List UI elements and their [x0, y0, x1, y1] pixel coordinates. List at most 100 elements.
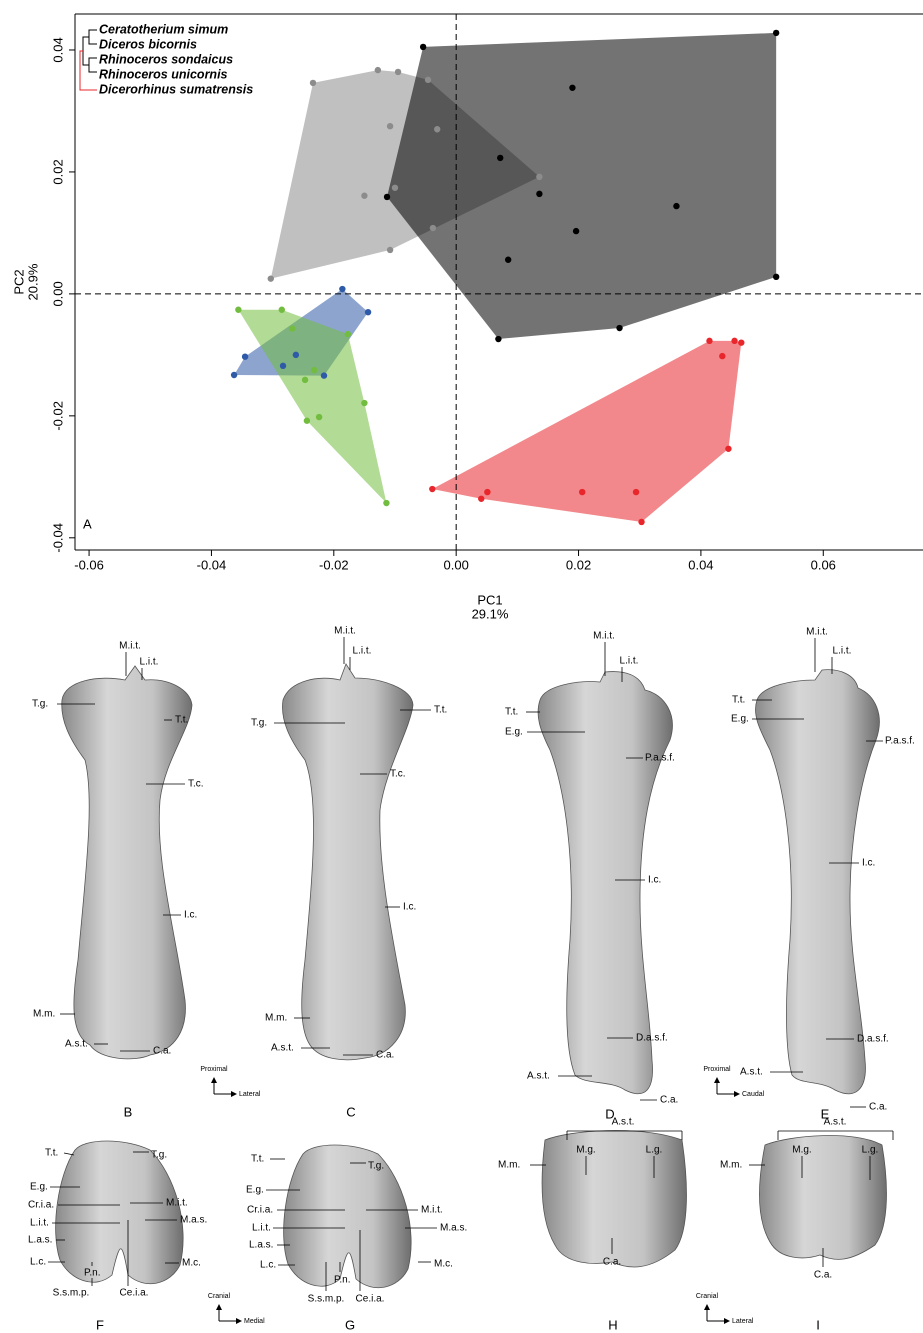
point — [230, 371, 238, 379]
anatomical-label: L.c. — [30, 1257, 46, 1268]
anatomical-label: L.i.t. — [252, 1223, 271, 1234]
point — [301, 376, 309, 384]
point — [311, 366, 318, 374]
bone-h — [541, 1130, 687, 1268]
anatomical-label: T.g. — [251, 718, 267, 729]
orientation-right: Lateral — [732, 1318, 754, 1325]
point — [235, 306, 242, 313]
orientation-up: Proximal — [200, 1066, 228, 1073]
point — [673, 202, 680, 210]
anatomical-label: P.n. — [84, 1268, 101, 1279]
point — [391, 184, 399, 191]
point — [320, 372, 328, 379]
panel-letter: G — [345, 1317, 355, 1332]
point — [394, 68, 402, 76]
anatomical-label: E.g. — [505, 727, 523, 738]
panel-letter: A — [83, 516, 92, 531]
hull — [387, 32, 777, 340]
legend-entry: Diceros bicornis — [99, 37, 197, 51]
y-axis-variance: 20.9% — [25, 263, 40, 300]
tree-branch — [88, 57, 97, 73]
anatomical-label: T.t. — [505, 707, 518, 718]
point — [497, 154, 504, 162]
legend-entry: Dicerorhinus sumatrensis — [99, 82, 253, 96]
anatomical-label: T.g. — [368, 1161, 384, 1172]
x-tick-label: -0.04 — [197, 557, 227, 572]
x-tick-label: -0.02 — [319, 557, 349, 572]
point — [572, 227, 580, 235]
orientation-up: Cranial — [208, 1293, 231, 1300]
tree-branch — [88, 29, 97, 45]
anatomical-label: T.t. — [175, 715, 188, 726]
anatomical-label: S.s.m.p. — [53, 1288, 90, 1299]
anatomical-label: T.t. — [732, 695, 745, 706]
orientation-up: Cranial — [696, 1293, 719, 1300]
point — [364, 308, 372, 316]
point — [638, 518, 645, 526]
point — [504, 256, 512, 263]
bone-images — [55, 663, 887, 1288]
point — [419, 43, 427, 51]
anatomical-label: M.m. — [720, 1160, 742, 1171]
anatomical-label: C.a. — [153, 1046, 171, 1057]
anatomical-label: C.a. — [869, 1102, 887, 1113]
x-tick-label: 0.00 — [444, 557, 469, 572]
anatomical-label: C.a. — [376, 1050, 394, 1061]
anatomical-label: L.i.t. — [833, 646, 852, 657]
anatomical-label: C.a. — [660, 1095, 678, 1106]
y-tick-label: 0.00 — [50, 281, 65, 306]
bone-f — [55, 1140, 184, 1284]
bone-i — [759, 1135, 887, 1260]
anatomical-label: P.a.s.f. — [885, 736, 915, 747]
point — [374, 66, 382, 74]
anatomical-label: M.i.t. — [421, 1205, 443, 1216]
anatomical-label: C.a. — [603, 1257, 621, 1268]
anatomical-label: M.i.t. — [166, 1198, 188, 1209]
panel-letter: I — [816, 1317, 820, 1332]
point — [241, 353, 249, 360]
anatomical-label: D.a.s.f. — [636, 1033, 668, 1044]
point — [279, 362, 287, 370]
x-tick-label: -0.06 — [74, 557, 104, 572]
y-axis-label: PC2 — [11, 269, 26, 294]
y-tick-label: -0.04 — [50, 523, 65, 553]
anatomical-label: C.a. — [814, 1270, 832, 1281]
anatomical-label: A.s.t. — [527, 1071, 550, 1082]
anatomical-label: L.i.t. — [140, 657, 159, 668]
point — [383, 499, 390, 507]
anatomical-label: T.t. — [434, 705, 447, 716]
x-tick-label: 0.04 — [688, 557, 713, 572]
anatomical-label: L.i.t. — [620, 656, 639, 667]
tree-branch — [79, 50, 97, 91]
point — [309, 79, 317, 87]
x-axis-label: PC1 — [477, 592, 502, 607]
anatomical-label: Cr.i.a. — [247, 1205, 273, 1216]
point — [383, 193, 391, 201]
y-tick-label: -0.02 — [50, 401, 65, 431]
y-tick-label: 0.04 — [50, 37, 65, 62]
point — [772, 29, 780, 37]
anatomical-label: P.a.s.f. — [645, 753, 675, 764]
orientation-right: Medial — [244, 1318, 265, 1325]
anatomical-label: L.g. — [646, 1145, 663, 1156]
point — [632, 488, 640, 496]
point — [725, 445, 732, 452]
point — [579, 488, 586, 496]
anatomical-label: E.g. — [246, 1185, 264, 1196]
point — [344, 330, 352, 338]
bone-g — [283, 1144, 412, 1288]
legend-entry: Rhinoceros sondaicus — [99, 52, 233, 66]
anatomical-label: A.s.t. — [271, 1043, 294, 1054]
point — [303, 417, 311, 424]
anatomical-label: M.g. — [576, 1145, 595, 1156]
x-tick-label: 0.02 — [566, 557, 591, 572]
anatomical-label: S.s.m.p. — [308, 1294, 345, 1305]
point — [772, 273, 780, 281]
orientation-right: Caudal — [742, 1091, 765, 1098]
point — [484, 488, 491, 496]
point — [386, 246, 394, 254]
anatomical-label: T.c. — [188, 779, 204, 790]
point — [569, 84, 576, 91]
orientation-right: Lateral — [239, 1091, 261, 1098]
